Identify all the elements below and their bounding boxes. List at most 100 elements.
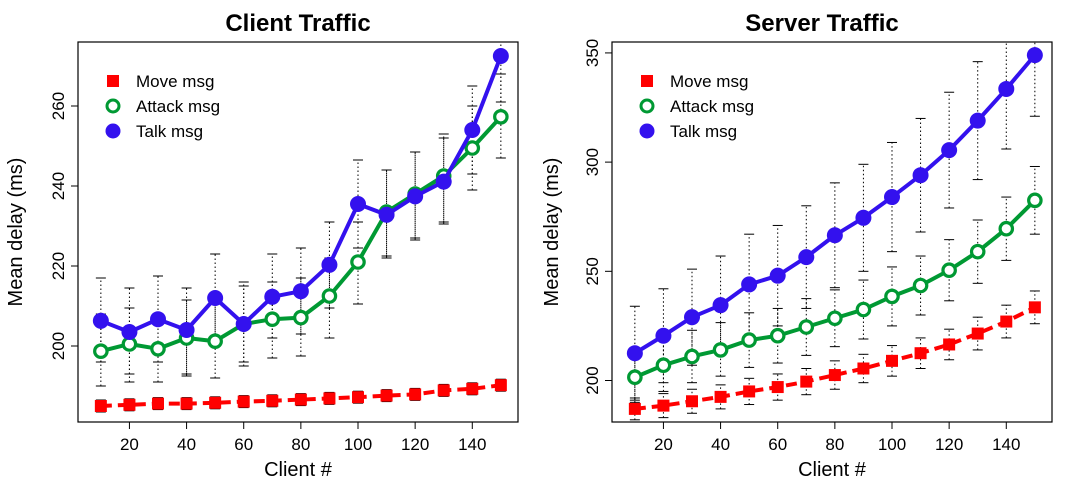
client-move-msg-point xyxy=(437,384,450,397)
server-attack-msg-point xyxy=(998,220,1015,237)
client-attack-msg-point xyxy=(464,140,481,156)
client-legend-talk-label: Talk msg xyxy=(136,122,203,141)
client-move-msg-point xyxy=(94,400,107,412)
client-talk-msg-point xyxy=(321,256,338,273)
server-x-tick-label: 60 xyxy=(768,435,787,454)
client-move-msg-point xyxy=(266,394,279,407)
server-y-tick-label: 300 xyxy=(583,148,602,176)
server-move-msg-point xyxy=(1000,315,1013,328)
server-move-msg-point xyxy=(743,385,756,398)
server-talk-msg-point xyxy=(941,142,958,159)
server-attack-msg-point xyxy=(884,288,900,305)
client-move-msg-point xyxy=(380,389,393,402)
client-move-msg-point xyxy=(466,382,479,395)
client-move-msg-point xyxy=(152,397,164,410)
client-x-tick-label: 120 xyxy=(401,435,429,454)
client-legend-talk-marker xyxy=(105,123,121,139)
server-attack-msg-point xyxy=(855,301,872,318)
client-talk-msg-point xyxy=(92,312,109,329)
server-x-tick-label: 120 xyxy=(935,435,963,454)
server-traffic-title: Server Traffic xyxy=(745,10,898,37)
server-move-msg-point xyxy=(628,402,641,415)
server-x-tick-label: 80 xyxy=(825,435,844,454)
server-talk-msg-point xyxy=(798,249,815,266)
server-attack-msg-point xyxy=(655,357,672,374)
client-attack-msg-point xyxy=(150,340,166,357)
server-talk-msg-point xyxy=(684,309,700,326)
client-talk-msg-point xyxy=(264,288,281,305)
server-talk-msg-point xyxy=(741,276,758,293)
client-attack-msg-point xyxy=(264,311,281,327)
server-legend-move-label: Move msg xyxy=(670,72,748,91)
server-attack-msg-point xyxy=(741,332,757,348)
client-data-layer xyxy=(92,42,509,413)
client-move-msg-point xyxy=(323,392,336,405)
server-attack-msg-point xyxy=(912,277,929,294)
server-talk-msg-point xyxy=(855,209,872,226)
server-legend-attack-marker xyxy=(639,98,655,114)
server-talk-msg-point xyxy=(712,297,729,314)
server-move-msg-point xyxy=(886,354,898,367)
server-talk-msg-point xyxy=(912,167,929,184)
client-move-msg-point xyxy=(409,388,422,401)
server-x-tick-label: 40 xyxy=(711,435,730,454)
server-attack-msg-point xyxy=(712,342,729,358)
client-attack-msg-point xyxy=(207,333,223,349)
client-attack-msg-point xyxy=(493,109,509,125)
server-attack-msg-point xyxy=(1027,192,1043,209)
client-x-tick-label: 40 xyxy=(177,435,196,454)
server-talk-msg-point xyxy=(1026,47,1043,64)
client-attack-msg-point xyxy=(350,254,366,270)
server-traffic-plot-frame xyxy=(611,41,1053,423)
client-move-msg-point xyxy=(237,395,250,408)
client-talk-msg-point xyxy=(407,188,424,205)
client-traffic-plot-frame xyxy=(77,41,519,423)
client-talk-msg-point xyxy=(435,173,452,190)
client-traffic-plot-area: 20 40 60 80 100 120 140 200 220 240 260 xyxy=(49,42,509,454)
server-attack-msg-point xyxy=(798,319,815,335)
server-x-tick-label: 140 xyxy=(992,435,1020,454)
server-data-layer xyxy=(626,42,1043,421)
server-attack-msg-point xyxy=(684,348,700,365)
client-traffic-xlabel: Client # xyxy=(264,459,333,481)
client-talk-msg-point xyxy=(207,290,224,306)
server-talk-msg-point xyxy=(998,80,1015,97)
server-legend-attack-label: Attack msg xyxy=(670,97,754,116)
server-y-tick-label: 200 xyxy=(583,366,602,394)
client-legend-move-label: Move msg xyxy=(136,72,214,91)
server-talk-msg-point xyxy=(826,227,843,244)
client-x-tick-label: 60 xyxy=(234,435,253,454)
client-x-tick-label: 20 xyxy=(120,435,139,454)
client-legend-attack-label: Attack msg xyxy=(136,97,220,116)
client-talk-msg-point xyxy=(292,283,309,300)
client-attack-msg-point xyxy=(293,309,309,326)
client-legend-move-marker xyxy=(107,75,119,87)
client-attack-msg-point xyxy=(321,288,338,304)
server-move-msg-line xyxy=(634,305,1036,411)
client-legend-attack-marker xyxy=(105,98,121,114)
server-legend-move-marker xyxy=(641,75,653,87)
server-move-msg-point xyxy=(943,338,956,351)
server-talk-msg-point xyxy=(969,112,986,129)
server-x-tick-label: 20 xyxy=(654,435,673,454)
server-attack-msg-point xyxy=(941,262,957,279)
server-traffic-legend: Move msg Attack msg Talk msg xyxy=(639,72,754,141)
server-move-msg-point xyxy=(828,369,841,382)
server-move-msg-point xyxy=(971,327,984,340)
server-attack-msg-point xyxy=(827,310,843,327)
client-traffic-ylabel: Mean delay (ms) xyxy=(5,158,27,307)
client-x-tick-label: 80 xyxy=(291,435,310,454)
client-traffic-panel: Client Traffic Client # Mean delay (ms) … xyxy=(5,10,519,481)
server-traffic-panel: Server Traffic Client # Mean delay (ms) … xyxy=(541,10,1053,481)
client-talk-msg-point xyxy=(121,324,138,340)
client-traffic-title: Client Traffic xyxy=(225,10,370,37)
client-move-msg-point xyxy=(294,393,307,406)
client-y-tick-label: 220 xyxy=(49,252,68,280)
server-move-msg-point xyxy=(714,390,727,403)
server-legend-talk-marker xyxy=(639,123,655,139)
server-move-msg-point xyxy=(1028,301,1041,314)
client-move-msg-point xyxy=(209,396,222,409)
client-talk-msg-point xyxy=(178,322,195,338)
server-move-msg-point xyxy=(914,347,927,360)
